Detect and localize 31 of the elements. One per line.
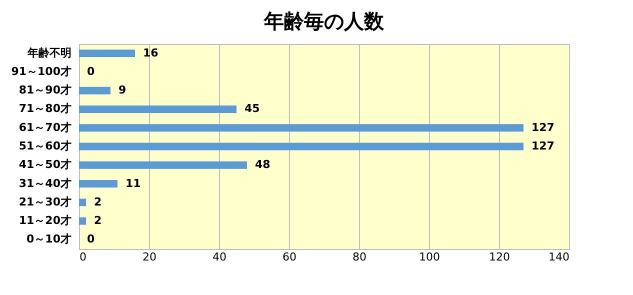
data-label: 9 (118, 84, 126, 97)
chart-title: 年齢毎の人数 (263, 9, 385, 33)
y-tick-label: 51～60才 (18, 140, 72, 152)
y-tick-label: 31～40才 (18, 176, 72, 190)
y-tick-label: 81～90才 (18, 84, 72, 97)
data-label: 127 (532, 140, 554, 152)
x-tick-label: 40 (212, 250, 226, 264)
x-tick-label: 20 (142, 250, 156, 264)
x-tick-label: 0 (80, 250, 86, 264)
data-label: 2 (94, 214, 102, 228)
data-label: 48 (255, 158, 270, 172)
data-label: 0 (87, 64, 95, 78)
y-tick-label: 41～50才 (18, 158, 72, 172)
y-tick-label: 91～100才 (11, 64, 72, 78)
y-tick-label: 21～30才 (18, 195, 72, 208)
y-tick-label: 61～70才 (18, 120, 72, 134)
x-tick-label: 80 (352, 250, 366, 264)
y-tick-label: 71～80才 (18, 102, 72, 116)
y-tick-label: 0～10才 (26, 232, 72, 246)
data-label: 0 (87, 232, 95, 246)
y-tick-label: 年齢不明 (26, 46, 72, 60)
data-label: 16 (143, 46, 159, 60)
x-tick-label: 60 (282, 250, 296, 264)
y-tick-label: 11～20才 (18, 214, 72, 228)
data-label: 11 (126, 176, 141, 190)
x-tick-label: 140 (548, 250, 570, 264)
data-label: 45 (244, 102, 260, 116)
data-label: 2 (94, 195, 102, 208)
data-label: 127 (532, 120, 554, 134)
x-tick-label: 100 (419, 250, 440, 264)
x-tick-label: 120 (489, 250, 510, 264)
